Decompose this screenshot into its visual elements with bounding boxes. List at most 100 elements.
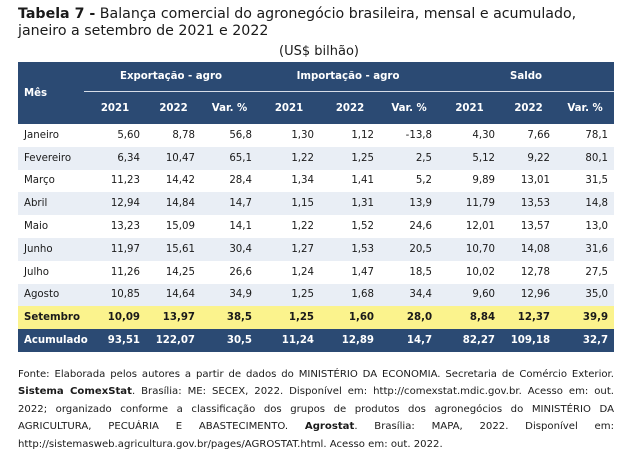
value-cell: 12,96 <box>501 283 557 307</box>
subheader-cell: 2022 <box>320 91 380 124</box>
value-cell: 93,51 <box>84 329 146 352</box>
table-row: Janeiro 5,60 8,78 56,8 1,30 1,12 -13,8 4,30 7,66… <box>18 124 615 147</box>
col-header-mes: Mês <box>18 62 84 124</box>
value-cell: 7,66 <box>501 124 557 147</box>
subheader-cell: Var. % <box>201 91 258 124</box>
value-cell: 10,09 <box>84 306 146 330</box>
value-cell: 26,6 <box>201 260 258 284</box>
value-cell: 13,9 <box>380 192 439 216</box>
value-cell: 35,0 <box>556 283 615 307</box>
value-cell: 1,25 <box>258 283 320 307</box>
table-title-text: Balança comercial do agronegócio brasile… <box>18 6 577 39</box>
value-cell: 15,09 <box>146 215 201 238</box>
value-cell: 5,12 <box>438 146 502 170</box>
value-cell: 34,9 <box>201 283 258 307</box>
value-cell: 14,42 <box>146 169 201 193</box>
value-cell: 5,60 <box>84 124 146 147</box>
group-header-saldo: Saldo <box>438 62 615 92</box>
value-cell: 13,0 <box>556 215 615 238</box>
value-cell: 11,79 <box>438 192 502 216</box>
source-bold-comexstat: Sistema ComexStat <box>18 386 132 398</box>
value-cell: 1,25 <box>258 306 320 330</box>
source-note: Fonte: Elaborada pelos autores a partir … <box>18 366 614 453</box>
value-cell: 80,1 <box>556 146 615 170</box>
value-cell: 14,25 <box>146 260 201 284</box>
value-cell: 4,30 <box>438 124 502 147</box>
value-cell: 14,7 <box>380 329 439 352</box>
month-cell: Agosto <box>18 283 84 307</box>
value-cell: 12,01 <box>438 215 502 238</box>
table-row: Abril 12,94 14,84 14,7 1,15 1,31 13,9 11,79 13,5… <box>18 192 615 216</box>
value-cell: -13,8 <box>380 124 439 147</box>
value-cell: 39,9 <box>556 306 615 330</box>
value-cell: 12,94 <box>84 192 146 216</box>
value-cell: 30,5 <box>201 329 258 352</box>
value-cell: 10,85 <box>84 283 146 307</box>
value-cell: 13,57 <box>501 215 557 238</box>
value-cell: 24,6 <box>380 215 439 238</box>
trade-balance-table: Mês Exportação - agro Importação - agro … <box>18 62 615 352</box>
table-row: Agosto 10,85 14,64 34,9 1,25 1,68 34,4 9,60 12,9… <box>18 283 615 307</box>
subheader-cell: Var. % <box>380 91 439 124</box>
value-cell: 32,7 <box>556 329 615 352</box>
value-cell: 9,60 <box>438 283 502 307</box>
value-cell: 13,97 <box>146 306 201 330</box>
value-cell: 11,24 <box>258 329 320 352</box>
table-row: Maio 13,23 15,09 14,1 1,22 1,52 24,6 12,01 13,57… <box>18 215 615 238</box>
table-row: Setembro 10,09 13,97 38,5 1,25 1,60 28,0 8,84 12… <box>18 306 615 330</box>
table-row: Março 11,23 14,42 28,4 1,34 1,41 5,2 9,89 13,01 3… <box>18 169 615 193</box>
value-cell: 14,64 <box>146 283 201 307</box>
value-cell: 15,61 <box>146 237 201 261</box>
value-cell: 31,5 <box>556 169 615 193</box>
value-cell: 10,02 <box>438 260 502 284</box>
value-cell: 1,52 <box>320 215 380 238</box>
value-cell: 2,5 <box>380 146 439 170</box>
group-header-import: Importação - agro <box>258 62 439 92</box>
value-cell: 1,41 <box>320 169 380 193</box>
value-cell: 38,5 <box>201 306 258 330</box>
subheader-cell: 2022 <box>146 91 201 124</box>
value-cell: 13,53 <box>501 192 557 216</box>
value-cell: 12,78 <box>501 260 557 284</box>
source-part1: Fonte: Elaborada pelos autores a partir … <box>18 369 614 380</box>
value-cell: 8,78 <box>146 124 201 147</box>
value-cell: 10,47 <box>146 146 201 170</box>
table-row: Acumulado 93,51 122,07 30,5 11,24 12,89 14,7 82… <box>18 329 615 352</box>
value-cell: 11,26 <box>84 260 146 284</box>
value-cell: 1,68 <box>320 283 380 307</box>
value-cell: 28,0 <box>380 306 439 330</box>
month-cell: Março <box>18 169 84 193</box>
value-cell: 10,70 <box>438 237 502 261</box>
value-cell: 122,07 <box>146 329 201 352</box>
value-cell: 1,30 <box>258 124 320 147</box>
value-cell: 82,27 <box>438 329 502 352</box>
value-cell: 1,25 <box>320 146 380 170</box>
month-cell: Maio <box>18 215 84 238</box>
value-cell: 14,8 <box>556 192 615 216</box>
value-cell: 14,1 <box>201 215 258 238</box>
group-header-export: Exportação - agro <box>84 62 258 92</box>
subheader-cell: 2021 <box>84 91 146 124</box>
value-cell: 12,37 <box>501 306 557 330</box>
subheader-cell: 2021 <box>258 91 320 124</box>
table-title-prefix: Tabela 7 - <box>18 6 96 22</box>
table-row: Julho 11,26 14,25 26,6 1,24 1,47 18,5 10,02 12,7… <box>18 260 615 284</box>
value-cell: 109,18 <box>501 329 557 352</box>
source-part2: . Brasília: ME: SECEX, 2022. Disponível … <box>18 386 614 433</box>
source-part3: . Brasília: MAPA, 2022. Disponível em: h… <box>18 421 614 450</box>
value-cell: 30,4 <box>201 237 258 261</box>
month-cell: Janeiro <box>18 124 84 147</box>
month-cell: Fevereiro <box>18 146 84 170</box>
value-cell: 78,1 <box>556 124 615 147</box>
value-cell: 13,23 <box>84 215 146 238</box>
value-cell: 9,22 <box>501 146 557 170</box>
value-cell: 1,34 <box>258 169 320 193</box>
value-cell: 1,60 <box>320 306 380 330</box>
value-cell: 1,27 <box>258 237 320 261</box>
table-row: Fevereiro 6,34 10,47 65,1 1,22 1,25 2,5 5,12 9,2… <box>18 146 615 170</box>
value-cell: 5,2 <box>380 169 439 193</box>
value-cell: 1,24 <box>258 260 320 284</box>
value-cell: 18,5 <box>380 260 439 284</box>
table-title: Tabela 7 - Balança comercial do agronegó… <box>18 6 624 40</box>
subheader-cell: 2021 <box>438 91 502 124</box>
